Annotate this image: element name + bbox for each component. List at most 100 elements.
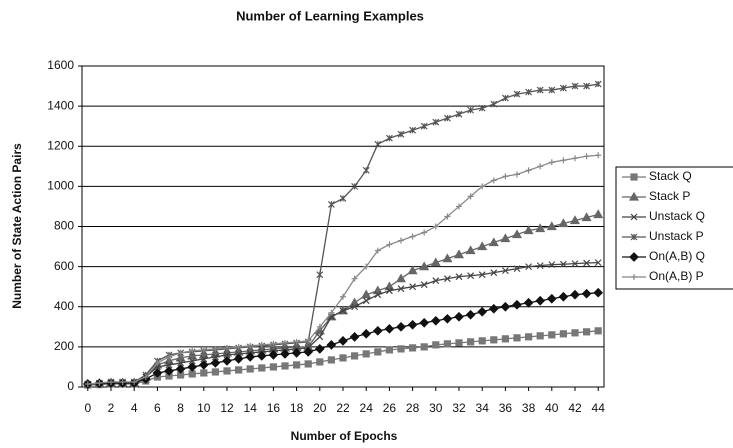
- marker: [223, 367, 231, 375]
- marker: [420, 343, 428, 351]
- marker: [188, 370, 196, 378]
- marker: [548, 159, 555, 166]
- marker: [397, 130, 405, 138]
- marker: [222, 356, 232, 366]
- marker: [443, 114, 451, 122]
- y-tick-label: 600: [54, 259, 74, 273]
- marker: [304, 360, 312, 368]
- marker: [385, 134, 393, 142]
- marker: [351, 182, 359, 190]
- marker: [465, 309, 476, 320]
- marker: [96, 379, 103, 386]
- marker: [384, 323, 395, 334]
- marker: [455, 339, 463, 347]
- marker: [316, 333, 324, 341]
- marker: [385, 287, 393, 295]
- marker: [490, 177, 497, 184]
- marker: [594, 259, 602, 267]
- marker: [224, 344, 230, 351]
- marker: [443, 275, 451, 283]
- marker: [455, 110, 463, 118]
- marker: [269, 363, 277, 371]
- marker: [281, 362, 289, 370]
- marker: [570, 289, 580, 300]
- marker: [478, 337, 486, 345]
- marker: [200, 355, 208, 363]
- marker: [200, 369, 208, 377]
- marker: [560, 157, 567, 164]
- marker: [537, 163, 544, 170]
- marker: [477, 241, 488, 251]
- marker: [362, 297, 370, 305]
- legend-label: Unstack P: [649, 229, 704, 243]
- marker: [442, 253, 453, 263]
- y-tick-label: 1400: [47, 98, 74, 112]
- marker: [175, 352, 186, 362]
- series-line: [87, 154, 599, 385]
- marker: [525, 263, 533, 271]
- marker: [583, 153, 590, 160]
- marker: [500, 233, 511, 243]
- marker: [142, 373, 149, 380]
- marker: [407, 319, 418, 330]
- marker: [581, 212, 592, 222]
- marker: [456, 203, 462, 210]
- marker: [326, 340, 337, 350]
- marker: [361, 289, 372, 299]
- marker: [152, 368, 163, 378]
- marker: [351, 352, 359, 360]
- marker: [630, 233, 638, 241]
- marker: [293, 361, 301, 369]
- marker: [536, 262, 544, 270]
- marker: [247, 342, 254, 349]
- marker: [409, 283, 417, 291]
- marker: [582, 328, 591, 336]
- marker: [211, 368, 219, 376]
- marker: [548, 261, 556, 269]
- marker: [268, 350, 279, 360]
- y-tick-label: 1200: [47, 138, 74, 152]
- marker: [166, 353, 172, 360]
- marker: [223, 351, 231, 359]
- marker: [177, 359, 185, 367]
- x-tick-label: 16: [267, 401, 281, 415]
- x-tick-label: 20: [313, 401, 327, 415]
- marker: [339, 194, 347, 202]
- marker: [131, 378, 138, 385]
- y-tick-label: 0: [67, 379, 74, 393]
- marker: [164, 366, 174, 376]
- marker: [258, 364, 266, 372]
- marker: [328, 309, 335, 316]
- marker: [327, 356, 335, 364]
- marker: [571, 329, 579, 337]
- marker: [339, 307, 347, 315]
- marker: [420, 122, 428, 130]
- marker: [303, 347, 314, 357]
- marker: [395, 273, 407, 283]
- marker: [583, 82, 591, 90]
- marker: [430, 315, 441, 326]
- x-axis-label: Number of Epochs: [291, 429, 398, 443]
- marker: [535, 223, 546, 233]
- marker: [374, 348, 382, 356]
- y-tick-label: 200: [54, 339, 74, 353]
- legend-label: Stack Q: [649, 169, 692, 183]
- marker: [198, 360, 209, 370]
- marker: [502, 173, 509, 180]
- x-tick-label: 28: [406, 401, 420, 415]
- marker: [455, 273, 463, 281]
- x-tick-label: 26: [383, 401, 397, 415]
- marker: [187, 362, 198, 372]
- x-tick-label: 6: [154, 401, 161, 415]
- marker: [398, 237, 404, 244]
- marker: [490, 100, 498, 108]
- marker: [513, 334, 521, 342]
- marker: [501, 335, 509, 343]
- x-tick-label: 42: [568, 401, 582, 415]
- x-tick-label: 4: [131, 401, 138, 415]
- marker: [432, 223, 439, 230]
- marker: [316, 323, 323, 330]
- marker: [419, 317, 430, 328]
- marker: [374, 140, 382, 148]
